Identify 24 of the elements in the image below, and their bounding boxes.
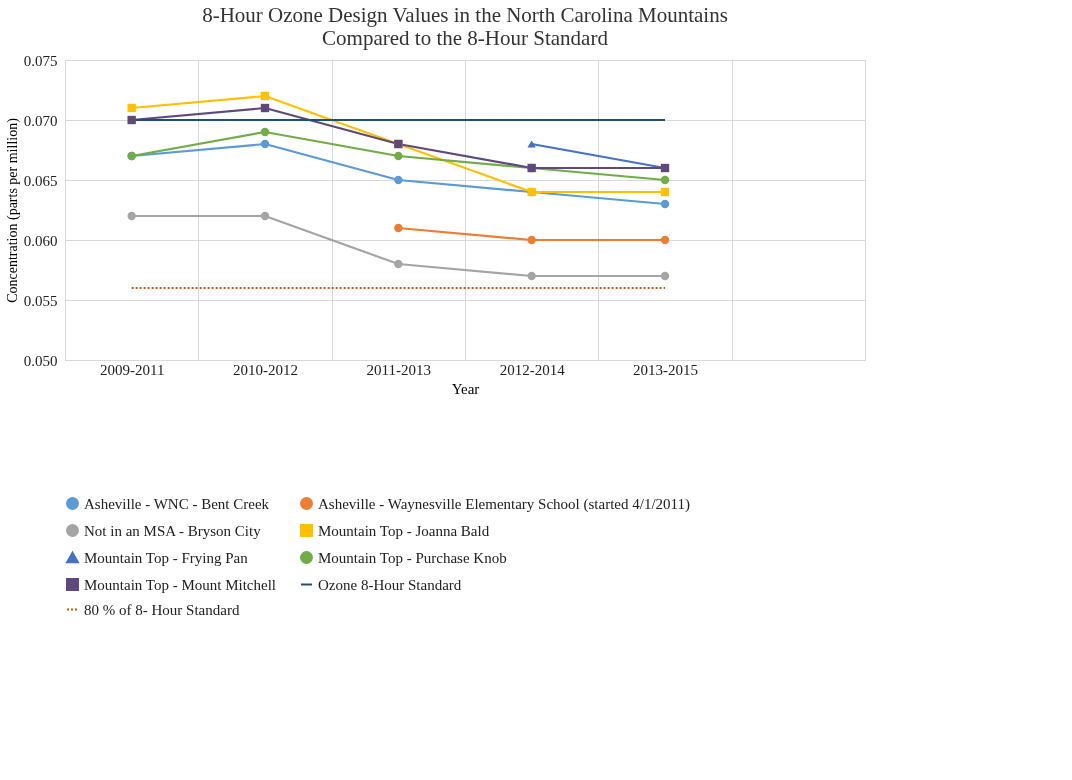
y-tick-label: 0.070 — [23, 112, 58, 129]
x-tick-label: 2013-2015 — [633, 361, 698, 378]
legend-label: Mountain Top - Joanna Bald — [318, 522, 490, 539]
text: 8-Hour Ozone Design Values in the North Carolina Mountains — [202, 3, 728, 27]
y-tick-label: 0.065 — [23, 172, 58, 189]
x-tick-label: 2009-2011 — [99, 361, 165, 378]
y-tick-label: 0.055 — [23, 292, 58, 309]
x-axis-title: Year — [451, 380, 480, 397]
x-tick-label: 2011-2013 — [366, 361, 432, 378]
x-tick-label: 2012-2014 — [499, 361, 566, 378]
legend-label: Not in an MSA - Bryson City — [84, 522, 262, 539]
legend-label: Asheville - Waynesville Elementary School (started 4/1/2011) — [318, 495, 691, 513]
y-tick-label: 0.075 — [23, 52, 58, 69]
legend-label: Mountain Top - Frying Pan — [84, 549, 249, 566]
legend-label: Mountain Top - Purchase Knob — [318, 549, 507, 566]
legend-label: Ozone 8-Hour Standard — [318, 576, 462, 593]
legend-label: 80 % of 8- Hour Standard — [84, 601, 240, 618]
y-axis-title: Concentration (parts per million) — [4, 117, 21, 303]
x-tick-label: 2010-2012 — [233, 361, 298, 378]
legend-label: Mountain Top - Mount Mitchell — [84, 576, 276, 593]
text: Compared to the 8-Hour Standard — [322, 26, 608, 50]
legend-label: Asheville - WNC - Bent Creek — [84, 495, 270, 512]
y-tick-label: 0.050 — [23, 352, 58, 369]
y-tick-label: 0.060 — [23, 232, 58, 249]
